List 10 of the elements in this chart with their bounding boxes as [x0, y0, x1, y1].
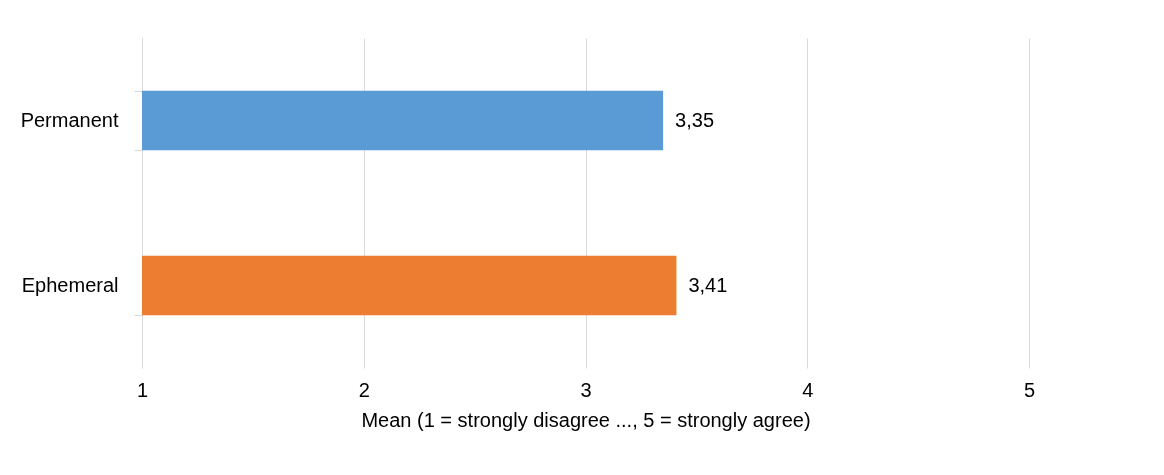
x-axis-title: Mean (1 = strongly disagree ..., 5 = strongly agree) — [361, 408, 811, 431]
y-tick-label: Ephemeral — [21, 274, 119, 296]
x-tick-label: 5 — [1023, 378, 1036, 401]
x-tick-label: 3 — [580, 378, 592, 401]
x-tick-label: 4 — [802, 378, 814, 401]
x-tick-label: 2 — [358, 378, 370, 401]
data-label: 3,41 — [688, 273, 728, 296]
y-tick-label: Permanent — [20, 109, 119, 131]
data-label: 3,35 — [675, 108, 715, 131]
x-tick-label: 1 — [136, 378, 149, 401]
